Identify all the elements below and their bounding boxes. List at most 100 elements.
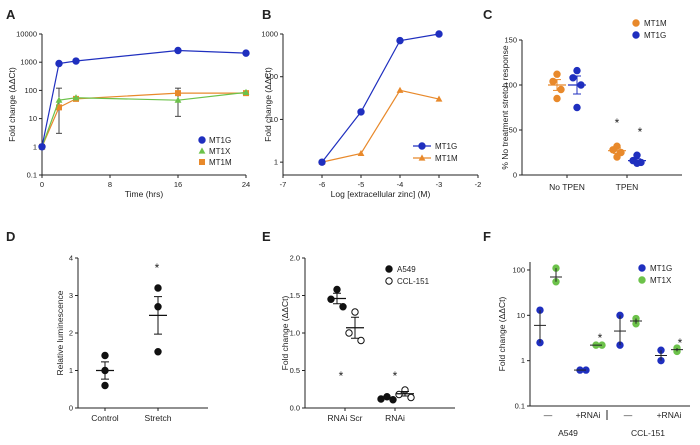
- f-y-label: Fold change (ΔΔCt): [497, 297, 507, 372]
- e-y-tick-label: 1.5: [290, 291, 300, 300]
- c-point: [553, 94, 561, 103]
- a-y-tick-label: 100: [24, 86, 37, 95]
- b-point-mt1g: [396, 36, 404, 45]
- d-significance-star: *: [155, 261, 160, 275]
- a-point-mt1x: [242, 88, 250, 95]
- e-point: [327, 295, 335, 303]
- e-legend-label: A549: [397, 265, 416, 274]
- c-legend-label: MT1M: [644, 19, 667, 28]
- c-legend-marker: [632, 31, 640, 39]
- e-legend-marker: [385, 277, 393, 285]
- a-y-tick-label: 10000: [16, 30, 37, 39]
- f-y-tick-label: 1: [521, 356, 525, 365]
- a-y-tick-label: 0.1: [27, 171, 37, 180]
- b-point-mt1m: [396, 86, 404, 93]
- a-point-mt1g: [72, 57, 80, 65]
- d-category-label: Stretch: [145, 413, 172, 423]
- a-point-mt1m: [175, 90, 181, 97]
- b-x-label: Log [extracellular zinc] (M): [331, 189, 431, 199]
- b-point-mt1g: [318, 158, 326, 166]
- b-y-tick-label: 10: [270, 115, 278, 124]
- c-y-tick-label: 150: [504, 36, 517, 45]
- a-x-label: Time (hrs): [125, 189, 164, 199]
- e-y-tick-label: 2.0: [290, 254, 300, 263]
- b-x-tick-label: -5: [358, 180, 365, 189]
- b-point-mt1m: [435, 95, 443, 102]
- b-x-tick-label: -4: [397, 180, 404, 189]
- c-category-label: No TPEN: [549, 182, 585, 192]
- f-legend-label: MT1G: [650, 264, 672, 273]
- e-point: [333, 285, 341, 294]
- a-legend-label: MT1M: [209, 158, 232, 167]
- a-point-mt1g: [55, 59, 63, 68]
- c-point: [613, 153, 621, 161]
- a-point-mt1g: [174, 46, 182, 55]
- c-y-tick-label: 100: [504, 81, 517, 90]
- a-x-tick-label: 8: [108, 180, 112, 189]
- c-point: [573, 103, 581, 112]
- f-legend-label: MT1X: [650, 276, 672, 285]
- e-category-label: RNAi Scr: [328, 413, 363, 423]
- d-y-tick-label: 2: [69, 329, 73, 338]
- d-y-tick-label: 1: [69, 366, 73, 375]
- f-significance-star: *: [678, 336, 683, 350]
- panel-letter-d: D: [6, 229, 15, 244]
- a-legend-marker-mt1g: [198, 136, 206, 144]
- c-legend-label: MT1G: [644, 31, 666, 40]
- b-point-mt1g: [357, 108, 365, 116]
- d-y-tick-label: 3: [69, 291, 73, 300]
- b-x-tick-label: -3: [436, 180, 443, 189]
- f-condition-label: +RNAi: [657, 410, 682, 420]
- a-y-label: Fold change (ΔΔCt): [7, 67, 17, 142]
- b-series-line-mt1m: [321, 89, 440, 163]
- panel-letter-b: B: [262, 7, 271, 22]
- c-y-label: % No treatment stretch response: [500, 45, 510, 170]
- e-point: [395, 390, 403, 399]
- c-category-label: TPEN: [616, 182, 639, 192]
- e-legend-marker: [385, 265, 393, 273]
- a-legend-marker-mt1x: [198, 147, 206, 154]
- f-condition-label: —: [544, 410, 553, 420]
- b-x-tick-label: -6: [319, 180, 326, 189]
- e-significance-star: *: [393, 369, 398, 383]
- c-y-tick-label: 50: [509, 126, 517, 135]
- b-legend-marker-mt1m: [418, 154, 426, 161]
- f-group-label: CCL-151: [631, 428, 665, 438]
- a-x-tick-label: 0: [40, 180, 44, 189]
- a-x-tick-label: 16: [174, 180, 182, 189]
- e-point: [357, 336, 365, 345]
- e-significance-star: *: [339, 369, 344, 383]
- e-y-label: Fold change (ΔΔCt): [280, 296, 290, 371]
- b-series-line-mt1g: [321, 33, 440, 163]
- f-condition-label: +RNAi: [576, 410, 601, 420]
- panel-letter-f: F: [483, 229, 491, 244]
- f-group-label: A549: [558, 428, 578, 438]
- a-legend-marker-mt1m: [199, 159, 205, 165]
- f-legend-marker: [638, 264, 646, 272]
- a-point-mt1g: [242, 49, 250, 57]
- c-point: [573, 66, 581, 75]
- a-x-tick-label: 24: [242, 180, 250, 189]
- b-legend-label: MT1M: [435, 154, 458, 163]
- e-point: [345, 329, 353, 337]
- a-y-tick-label: 10: [29, 114, 37, 123]
- c-point: [553, 70, 561, 78]
- c-significance-star: *: [615, 116, 620, 130]
- e-category-label: RNAi: [385, 413, 405, 423]
- d-y-tick-label: 0: [69, 404, 73, 413]
- b-y-label: Fold change (ΔΔCt): [263, 67, 273, 142]
- e-point: [351, 308, 359, 316]
- panel-letter-c: C: [483, 7, 493, 22]
- e-point: [339, 303, 347, 311]
- b-x-tick-label: -2: [475, 180, 482, 189]
- f-legend-marker: [638, 276, 646, 284]
- d-y-tick-label: 4: [69, 254, 73, 263]
- a-y-tick-label: 1000: [20, 58, 37, 67]
- b-legend-label: MT1G: [435, 142, 457, 151]
- f-significance-star: *: [598, 331, 603, 345]
- e-y-tick-label: 1.0: [290, 329, 300, 338]
- b-y-tick-label: 1000: [261, 30, 278, 39]
- e-y-tick-label: 0.0: [290, 404, 300, 413]
- a-point-mt1x: [174, 96, 182, 103]
- a-point-mt1x: [55, 96, 63, 103]
